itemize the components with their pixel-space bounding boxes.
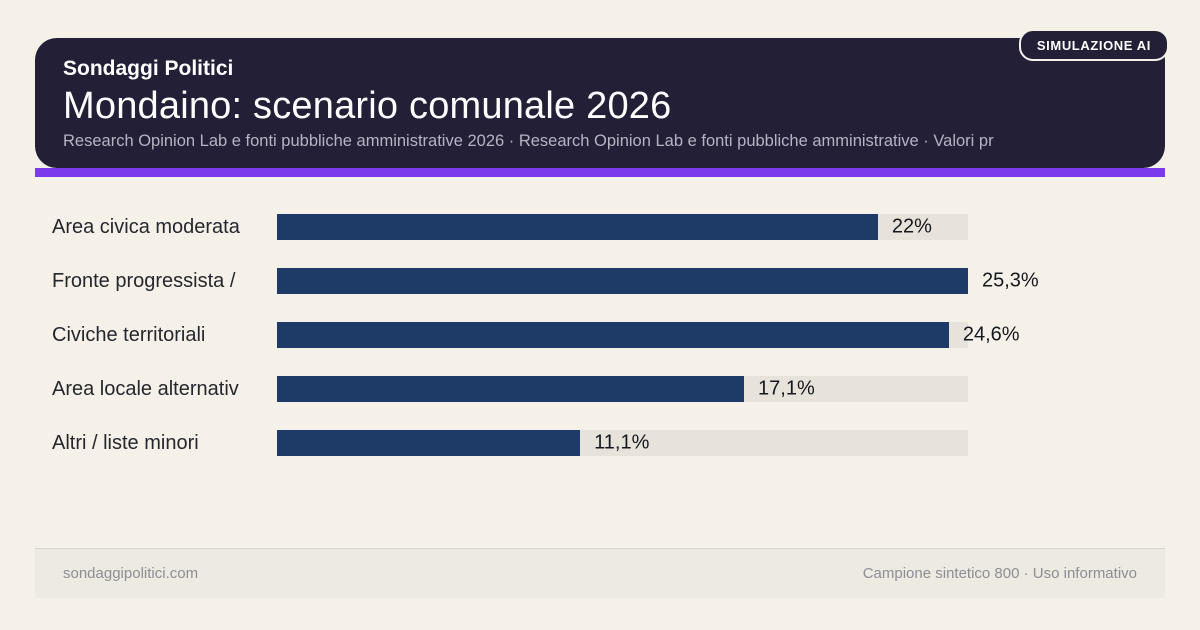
page-subtitle: Research Opinion Lab e fonti pubbliche a… bbox=[63, 132, 994, 150]
site-name: Sondaggi Politici bbox=[63, 57, 234, 80]
bar-area: 22% bbox=[277, 214, 968, 240]
bar-area: 24,6% bbox=[277, 322, 1020, 348]
bar-row: Fronte progressista / 25,3% bbox=[0, 254, 1200, 308]
simulation-badge: SIMULAZIONE AI bbox=[1018, 29, 1169, 61]
bar-category-label: Area locale alternativ bbox=[52, 377, 239, 400]
bar-row: Area civica moderata 22% bbox=[0, 200, 1200, 254]
bar-category-label: Area civica moderata bbox=[52, 215, 240, 238]
bar-category-label: Civiche territoriali bbox=[52, 323, 206, 346]
bar-value-label: 17,1% bbox=[758, 377, 815, 400]
bar-row: Area locale alternativ 17,1% bbox=[0, 362, 1200, 416]
bar-category-label: Altri / liste minori bbox=[52, 431, 199, 454]
bar-chart: Area civica moderata 22% Fronte progressis… bbox=[0, 200, 1200, 470]
page-title: Mondaino: scenario comunale 2026 bbox=[63, 85, 672, 127]
bar-category-label: Fronte progressista / bbox=[52, 269, 236, 292]
bar-value-label: 22% bbox=[891, 215, 932, 238]
bar-area: 17,1% bbox=[277, 376, 968, 402]
accent-divider bbox=[35, 168, 1165, 177]
header-card: SIMULAZIONE AI Sondaggi Politici Mondain… bbox=[35, 29, 1169, 168]
bar-row: Altri / liste minori 11,1% bbox=[0, 416, 1200, 470]
bar-fill bbox=[277, 430, 581, 456]
bar-fill bbox=[277, 268, 968, 294]
bar-value-label: 24,6% bbox=[962, 323, 1020, 346]
bar-fill bbox=[277, 214, 878, 240]
bar-fill bbox=[277, 376, 745, 402]
bar-area: 25,3% bbox=[277, 268, 1039, 294]
bar-value-label: 25,3% bbox=[982, 269, 1039, 292]
bar-area: 11,1% bbox=[277, 430, 968, 456]
bar-fill bbox=[277, 322, 949, 348]
bar-value-label: 11,1% bbox=[594, 431, 650, 454]
footer-domain: sondaggipolitici.com bbox=[63, 565, 199, 582]
footer: sondaggipolitici.com Campione sintetico … bbox=[35, 548, 1165, 598]
footer-sample-note: Campione sintetico 800 · Uso informativo bbox=[862, 565, 1137, 582]
bar-row: Civiche territoriali 24,6% bbox=[0, 308, 1200, 362]
